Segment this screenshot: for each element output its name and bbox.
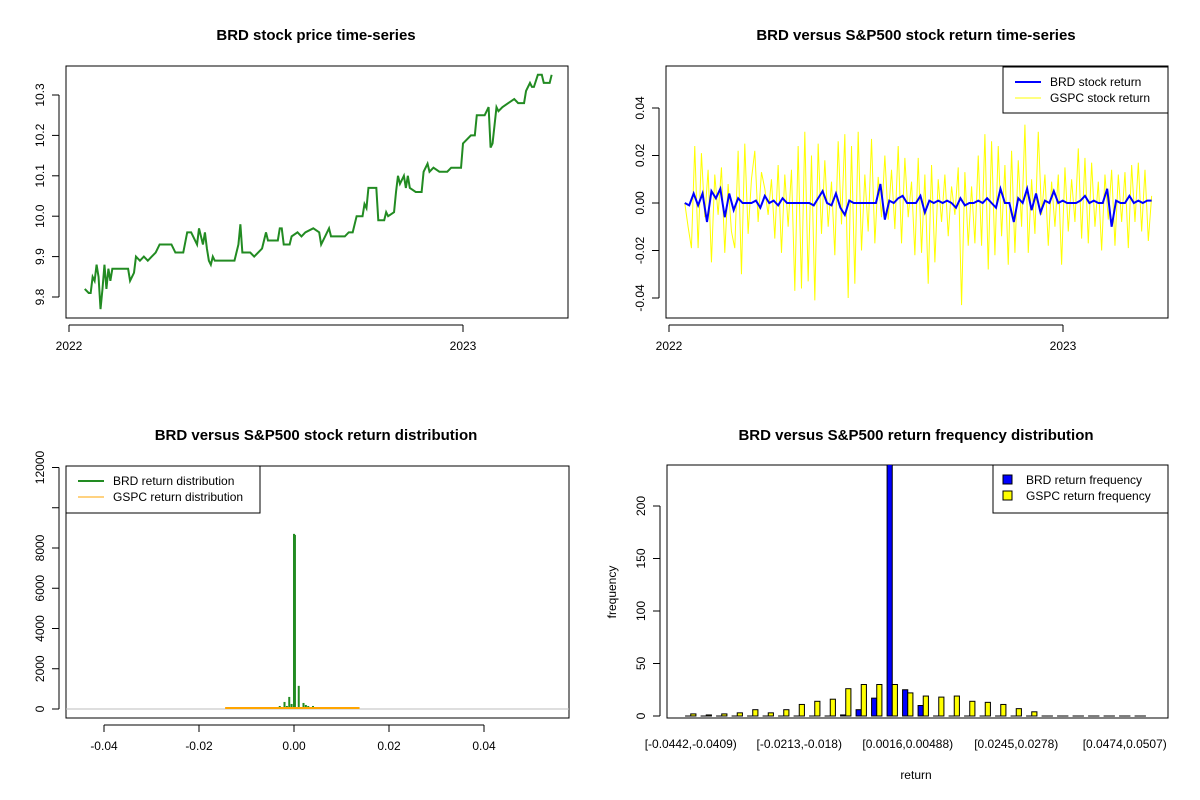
brd-frequency-bar — [886, 465, 893, 717]
gspc-frequency-bar — [922, 695, 929, 717]
frequency-x-tick-label: [-0.0213,-0.018) — [757, 737, 842, 751]
frequency-x-tick-label: [0.0245,0.0278) — [974, 737, 1058, 751]
gspc-return-line — [684, 124, 1153, 306]
distribution-y-tick-label: 8000 — [33, 534, 47, 561]
returns-y-tick-label: 0.02 — [633, 143, 647, 167]
distribution-x-tick-label: 0.02 — [377, 739, 401, 753]
frequency-legend-swatch — [1002, 474, 1013, 485]
return-frequency-chart: 0 50 100 150 200 [-0.0442,-0.0409) [-0.0213,-0… — [634, 464, 1169, 751]
frequency-y-tick-label: 100 — [634, 601, 648, 621]
returns-y-tick-label: 0.00 — [633, 191, 647, 215]
return-series-chart-title: BRD versus S&P500 stock return time-seri… — [756, 27, 1075, 44]
gspc-frequency-bar — [953, 695, 960, 717]
returns-y-tick-label: 0.04 — [633, 96, 647, 120]
gspc-frequency-bar — [876, 684, 883, 717]
return-distribution-chart-title: BRD versus S&P500 stock return distribut… — [155, 427, 478, 444]
frequency-legend-label: BRD return frequency — [1026, 473, 1142, 487]
brd-return-line — [684, 183, 1152, 227]
gspc-frequency-bar — [984, 701, 991, 717]
gspc-frequency-bar — [705, 714, 712, 717]
returns-x-tick-label: 2022 — [656, 339, 683, 353]
distribution-plot-frame — [65, 465, 570, 719]
distribution-x-tick-label: -0.02 — [185, 739, 213, 753]
brd-frequency-bar — [902, 689, 909, 717]
returns-legend-label: GSPC stock return — [1050, 91, 1150, 105]
frequency-y-tick-label: 0 — [634, 712, 648, 719]
gspc-frequency-bar — [690, 713, 697, 717]
frequency-x-tick-label: [0.0474,0.0507) — [1083, 737, 1167, 751]
gspc-frequency-bar — [860, 684, 867, 717]
price-y-tick-label: 9.9 — [33, 248, 47, 265]
gspc-frequency-bar — [829, 698, 836, 717]
frequency-legend-box — [992, 464, 1169, 514]
distribution-x-tick-label: 0.04 — [472, 739, 496, 753]
brd-frequency-bar — [871, 697, 878, 717]
returns-legend-box — [1002, 66, 1169, 114]
price-y-tick-label: 10.3 — [33, 83, 47, 107]
distribution-y-tick-label: 2000 — [33, 655, 47, 682]
price-chart-title: BRD stock price time-series — [216, 27, 415, 44]
return-series-chart: -0.04 -0.02 0.00 0.02 0.04 2022 2023 BRD stock … — [633, 65, 1169, 353]
gspc-frequency-bar — [907, 692, 914, 717]
price-y-tick-label: 10.0 — [33, 204, 47, 228]
frequency-x-tick-label: [-0.0442,-0.0409) — [645, 737, 737, 751]
returns-y-tick-label: -0.02 — [633, 237, 647, 265]
return-frequency-chart-title: BRD versus S&P500 return frequency distr… — [738, 427, 1093, 444]
distribution-legend-label: GSPC return distribution — [113, 490, 243, 504]
gspc-frequency-bar — [736, 712, 743, 717]
gspc-frequency-bar — [938, 696, 945, 717]
gspc-frequency-bar — [752, 709, 759, 717]
price-y-tick-label: 10.1 — [33, 164, 47, 188]
returns-x-tick-label: 2023 — [1050, 339, 1077, 353]
price-y-tick-label: 9.8 — [33, 288, 47, 305]
distribution-y-tick-label: 6000 — [33, 575, 47, 602]
gspc-frequency-bar — [1015, 708, 1022, 717]
gspc-frequency-bar — [845, 688, 852, 717]
price-series-line — [84, 73, 553, 310]
gspc-frequency-bar — [721, 713, 728, 717]
distribution-legend-label: BRD return distribution — [113, 474, 234, 488]
returns-y-tick-label: -0.04 — [633, 284, 647, 312]
price-chart: 9.8 9.9 10.0 10.1 10.2 10.3 2022 2023 — [33, 65, 569, 353]
distribution-x-tick-label: -0.04 — [90, 739, 118, 753]
distribution-y-tick-label: 4000 — [33, 615, 47, 642]
frequency-y-tick-label: 200 — [634, 496, 648, 516]
frequency-x-tick-label: [0.0016,0.00488) — [862, 737, 953, 751]
brd-frequency-bar — [917, 705, 924, 717]
price-y-tick-label: 10.2 — [33, 123, 47, 147]
brd-frequency-bar — [855, 709, 862, 717]
gspc-frequency-bar — [767, 712, 774, 717]
gspc-frequency-bar — [969, 700, 976, 717]
distribution-y-tick-label: 0 — [33, 705, 47, 712]
price-plot-frame — [65, 65, 569, 319]
return-distribution-chart: 0 2000 4000 6000 8000 12000 -0.04 -0.02 0.00 0.02… — [33, 450, 570, 753]
price-x-tick-label: 2023 — [450, 339, 477, 353]
distribution-y-tick-label: 12000 — [33, 450, 47, 484]
gspc-frequency-bar — [783, 709, 790, 717]
gspc-frequency-bar — [891, 684, 898, 717]
distribution-legend-box — [65, 465, 261, 514]
returns-legend-label: BRD stock return — [1050, 75, 1141, 89]
frequency-y-axis-label: frequency — [605, 566, 619, 619]
frequency-legend-swatch — [1002, 490, 1013, 501]
frequency-plot-frame — [666, 464, 1169, 719]
price-x-tick-label: 2022 — [56, 339, 83, 353]
frequency-bars — [685, 465, 1146, 717]
distribution-x-tick-label: 0.00 — [282, 739, 306, 753]
frequency-y-tick-label: 50 — [634, 657, 648, 671]
frequency-legend-label: GSPC return frequency — [1026, 489, 1151, 503]
returns-plot-frame — [665, 65, 1169, 319]
frequency-x-axis-label: return — [900, 768, 931, 782]
gspc-frequency-bar — [814, 700, 821, 717]
frequency-y-tick-label: 150 — [634, 548, 648, 568]
gspc-frequency-bar — [798, 703, 805, 717]
gspc-frequency-bar — [1031, 711, 1038, 717]
brd-frequency-bar — [840, 714, 847, 717]
gspc-frequency-bar — [1000, 703, 1007, 717]
